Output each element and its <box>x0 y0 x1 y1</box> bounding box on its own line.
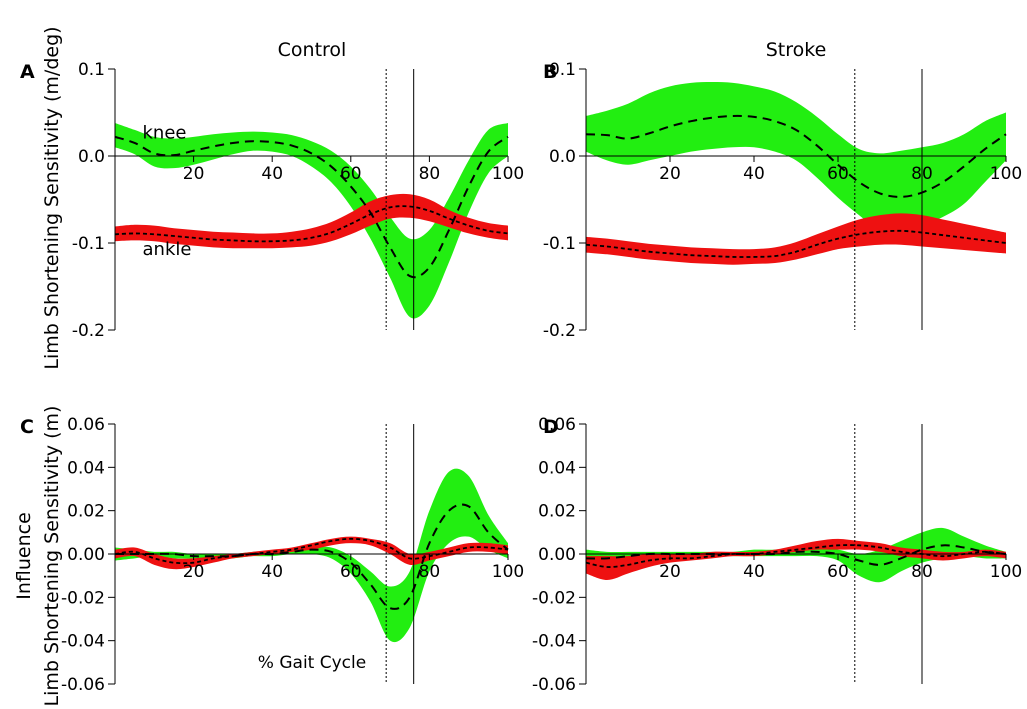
x-tick-label: 20 <box>183 562 205 582</box>
panel-b: B Stroke 0.1 0.0 -0.1 -0.2 20 40 60 80 100 <box>543 39 1022 341</box>
y-tick-label: 0.00 <box>67 545 105 565</box>
panel-d: D0.06 0.04 0.02 0.00 -0.02 -0.04 -0.06 20 40 60 80… <box>532 415 1022 695</box>
panel-letter: C <box>20 416 34 438</box>
mean-line-ankle <box>585 544 1007 568</box>
x-tick-label: 80 <box>419 164 441 184</box>
panel-a: A Control 0.1 0.0 -0.1 -0.2 20 40 60 80 100 knee ank… <box>20 39 524 341</box>
panel-c: C 0.06 0.04 0.02 0.00 -0.02 -0.04 -0.06 20 40 60 80… <box>20 415 524 695</box>
x-tick-label: 40 <box>261 562 283 582</box>
mean-line-knee <box>585 544 1007 566</box>
x-tick-label: 60 <box>827 164 849 184</box>
panel-letter: A <box>20 61 35 83</box>
x-tick-label: 80 <box>911 164 933 184</box>
y-tick-label: 0.06 <box>538 415 576 435</box>
y-axis-label-bottom-line1: Influence <box>13 512 35 600</box>
panel-title: Stroke <box>766 39 827 61</box>
band-knee <box>586 82 1006 232</box>
band-knee <box>586 527 1006 583</box>
x-tick-label: 80 <box>911 562 933 582</box>
mean-line-ankle <box>114 537 509 565</box>
y-tick-label: -0.06 <box>61 675 105 695</box>
x-tick-label: 20 <box>659 164 681 184</box>
panel-title: Control <box>278 39 347 61</box>
y-tick-label: -0.1 <box>72 234 105 254</box>
y-tick-label: 0.0 <box>549 147 576 167</box>
mean-line-knee <box>115 503 509 610</box>
series-label-knee: knee <box>143 123 187 144</box>
mean-line-knee <box>585 114 1007 198</box>
x-tick-label: 20 <box>183 164 205 184</box>
x-tick-label: 60 <box>340 164 362 184</box>
x-tick-label: 40 <box>743 164 765 184</box>
mean-line-ankle <box>114 205 509 243</box>
x-tick-label: 60 <box>827 562 849 582</box>
y-axis-label-top: Limb Shortening Sensitivity (m/deg) <box>41 26 63 369</box>
band-ankle <box>115 193 508 249</box>
y-tick-label: 0.00 <box>538 545 576 565</box>
y-tick-label: -0.02 <box>61 588 105 608</box>
y-tick-label: -0.04 <box>532 632 576 652</box>
x-tick-label: 80 <box>419 562 441 582</box>
mean-line-knee <box>114 135 509 279</box>
panel-letter: B <box>543 61 557 83</box>
y-tick-label: 0.1 <box>549 60 576 80</box>
mean-line-ankle <box>585 229 1007 258</box>
y-tick-label: -0.04 <box>61 632 105 652</box>
y-tick-label: 0.02 <box>538 502 576 522</box>
y-tick-label: 0.0 <box>78 147 105 167</box>
y-tick-label: -0.02 <box>532 588 576 608</box>
y-tick-label: 0.06 <box>67 415 105 435</box>
band-ankle <box>586 538 1006 580</box>
x-tick-label: 20 <box>659 562 681 582</box>
x-tick-label: 40 <box>743 562 765 582</box>
series-label-ankle: ankle <box>143 239 192 260</box>
y-tick-label: 0.04 <box>538 458 576 478</box>
x-tick-label: 100 <box>492 562 524 582</box>
band-ankle <box>115 536 508 570</box>
x-tick-label: 100 <box>492 164 524 184</box>
y-axis-label-bottom-line2: Limb Shortening Sensitivity (m) <box>41 406 63 707</box>
x-tick-label: 100 <box>990 562 1022 582</box>
y-tick-label: 0.04 <box>67 458 105 478</box>
y-tick-label: 0.1 <box>78 60 105 80</box>
x-tick-label: 40 <box>261 164 283 184</box>
y-tick-label: -0.06 <box>532 675 576 695</box>
y-tick-label: -0.2 <box>72 321 105 341</box>
y-tick-label: -0.1 <box>543 234 576 254</box>
x-tick-label: 100 <box>990 164 1022 184</box>
x-tick-label: 60 <box>340 562 362 582</box>
y-tick-label: 0.02 <box>67 502 105 522</box>
panel-letter: D <box>543 416 559 438</box>
x-axis-label: % Gait Cycle <box>258 653 366 673</box>
band-knee <box>115 122 508 319</box>
y-tick-label: -0.2 <box>543 321 576 341</box>
band-ankle <box>586 213 1006 265</box>
